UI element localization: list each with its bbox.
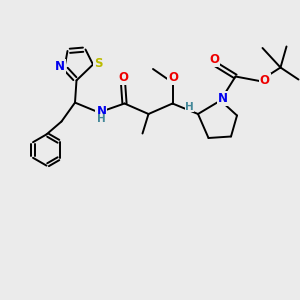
- Text: H: H: [97, 114, 106, 124]
- Text: N: N: [55, 60, 65, 74]
- Text: N: N: [96, 105, 106, 119]
- Text: O: O: [118, 71, 128, 84]
- Text: N: N: [218, 92, 228, 105]
- Text: O: O: [168, 71, 178, 84]
- Text: H: H: [185, 101, 194, 112]
- Text: S: S: [94, 56, 103, 70]
- Text: O: O: [260, 74, 270, 87]
- Text: O: O: [209, 53, 220, 66]
